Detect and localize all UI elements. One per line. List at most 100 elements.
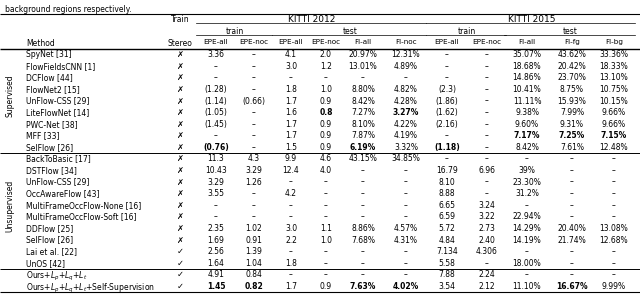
Text: 33.36%: 33.36% (600, 50, 628, 59)
Text: –: – (404, 166, 408, 175)
Text: –: – (324, 178, 328, 187)
Text: 3.24: 3.24 (479, 201, 495, 210)
Text: ✗: ✗ (177, 235, 184, 245)
Text: 34.85%: 34.85% (392, 154, 420, 163)
Text: –: – (252, 143, 256, 152)
Text: (1.14): (1.14) (205, 96, 227, 106)
Text: Fl-all: Fl-all (518, 39, 536, 45)
Text: 3.0: 3.0 (285, 62, 297, 71)
Text: 8.88: 8.88 (438, 189, 455, 198)
Text: DSTFlow [34]: DSTFlow [34] (26, 166, 77, 175)
Text: –: – (404, 270, 408, 279)
Text: 3.29: 3.29 (207, 178, 225, 187)
Text: FlowNet2 [15]: FlowNet2 [15] (26, 85, 80, 94)
Text: 18.33%: 18.33% (600, 62, 628, 71)
Text: 9.38%: 9.38% (515, 108, 539, 117)
Text: Train: Train (171, 15, 189, 24)
Text: Fl-noc: Fl-noc (395, 39, 417, 45)
Text: 16.67%: 16.67% (556, 282, 588, 291)
Text: 0.9: 0.9 (320, 282, 332, 291)
Text: BackToBasic [17]: BackToBasic [17] (26, 154, 91, 163)
Text: (1.45): (1.45) (205, 120, 227, 129)
Text: 1.7: 1.7 (285, 120, 297, 129)
Text: 4.0: 4.0 (320, 166, 332, 175)
Text: ✗: ✗ (177, 96, 184, 106)
Text: –: – (252, 201, 256, 210)
Text: FlowFieldsCNN [1]: FlowFieldsCNN [1] (26, 62, 95, 71)
Text: ✓: ✓ (177, 282, 184, 291)
Text: 16.79: 16.79 (436, 166, 458, 175)
Text: ✗: ✗ (177, 143, 184, 152)
Text: 8.10%: 8.10% (351, 120, 375, 129)
Text: 20.42%: 20.42% (557, 62, 586, 71)
Text: 9.9: 9.9 (285, 154, 297, 163)
Text: –: – (289, 73, 293, 82)
Text: Method: Method (26, 39, 55, 47)
Text: 4.22%: 4.22% (394, 120, 418, 129)
Text: 31.2%: 31.2% (515, 189, 539, 198)
Text: 7.17%: 7.17% (514, 131, 540, 140)
Text: 1.7: 1.7 (285, 131, 297, 140)
Text: –: – (361, 166, 365, 175)
Text: 8.80%: 8.80% (351, 85, 375, 94)
Text: SelFlow [26]: SelFlow [26] (26, 235, 73, 245)
Text: –: – (361, 259, 365, 268)
Text: 3.36: 3.36 (207, 50, 225, 59)
Text: 4.31%: 4.31% (394, 235, 418, 245)
Text: 1.0: 1.0 (320, 85, 332, 94)
Text: –: – (525, 154, 529, 163)
Text: –: – (612, 247, 616, 256)
Text: 18.00%: 18.00% (513, 259, 541, 268)
Text: –: – (485, 85, 489, 94)
Text: 1.45: 1.45 (207, 282, 225, 291)
Text: OccAwareFlow [43]: OccAwareFlow [43] (26, 189, 99, 198)
Text: UnFlow-CSS [29]: UnFlow-CSS [29] (26, 178, 90, 187)
Text: UnOS [42]: UnOS [42] (26, 259, 65, 268)
Text: 1.39: 1.39 (246, 247, 262, 256)
Text: 4.28%: 4.28% (394, 96, 418, 106)
Text: 3.0: 3.0 (285, 224, 297, 233)
Text: (1.28): (1.28) (205, 85, 227, 94)
Text: –: – (214, 212, 218, 221)
Text: MFF [33]: MFF [33] (26, 131, 60, 140)
Text: –: – (485, 131, 489, 140)
Text: –: – (361, 73, 365, 82)
Text: Stereo: Stereo (168, 39, 193, 47)
Text: –: – (485, 73, 489, 82)
Text: 4.89%: 4.89% (394, 62, 418, 71)
Text: –: – (570, 247, 574, 256)
Text: 23.30%: 23.30% (513, 178, 541, 187)
Text: 23.70%: 23.70% (557, 73, 586, 82)
Text: 0.9: 0.9 (320, 131, 332, 140)
Text: –: – (361, 212, 365, 221)
Text: –: – (570, 201, 574, 210)
Text: –: – (570, 270, 574, 279)
Text: MultiFrameOccFlow-None [16]: MultiFrameOccFlow-None [16] (26, 201, 141, 210)
Text: –: – (485, 154, 489, 163)
Text: 4.91: 4.91 (207, 270, 225, 279)
Text: 8.10: 8.10 (438, 178, 456, 187)
Text: 0.9: 0.9 (320, 96, 332, 106)
Text: 8.75%: 8.75% (560, 85, 584, 94)
Text: 12.68%: 12.68% (600, 235, 628, 245)
Text: 1.7: 1.7 (285, 96, 297, 106)
Text: 2.12: 2.12 (479, 282, 495, 291)
Text: –: – (289, 178, 293, 187)
Text: 2.24: 2.24 (479, 270, 495, 279)
Text: Fl-all: Fl-all (355, 39, 372, 45)
Text: –: – (485, 143, 489, 152)
Text: 2.73: 2.73 (479, 224, 495, 233)
Text: –: – (361, 270, 365, 279)
Text: ✗: ✗ (177, 166, 184, 175)
Text: KITTI 2015: KITTI 2015 (508, 15, 556, 24)
Text: 9.66%: 9.66% (602, 108, 626, 117)
Text: 2.56: 2.56 (207, 247, 225, 256)
Text: 4.6: 4.6 (320, 154, 332, 163)
Text: 0.91: 0.91 (246, 235, 262, 245)
Text: 8.42%: 8.42% (351, 96, 375, 106)
Text: –: – (485, 120, 489, 129)
Text: DDFlow [25]: DDFlow [25] (26, 224, 73, 233)
Text: ✗: ✗ (177, 108, 184, 117)
Text: –: – (445, 154, 449, 163)
Text: (1.18): (1.18) (434, 143, 460, 152)
